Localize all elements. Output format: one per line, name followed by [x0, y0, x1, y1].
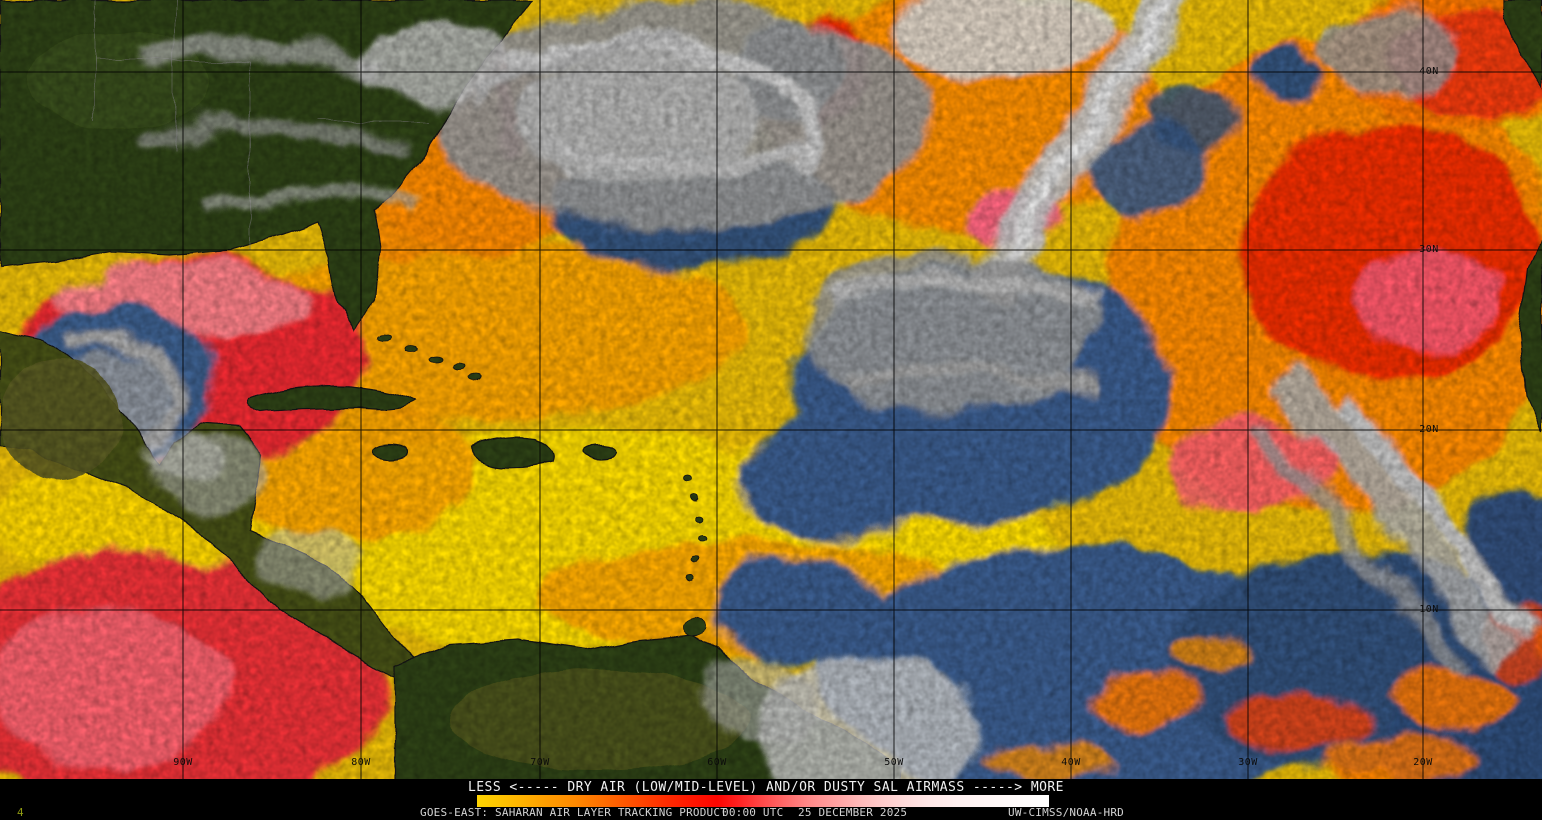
frame-number: 4: [17, 806, 24, 819]
credit-label: UW-CIMSS/NOAA-HRD: [1008, 806, 1124, 819]
lon-label-80w: 80W: [351, 757, 371, 768]
speckle-texture: [0, 0, 1542, 779]
lon-label-40w: 40W: [1061, 757, 1081, 768]
product-title: GOES-EAST: SAHARAN AIR LAYER TRACKING PR…: [420, 806, 728, 819]
timestamp-utc: 00:00 UTC: [722, 806, 784, 819]
legend-band: LESS <----- DRY AIR (LOW/MID-LEVEL) AND/…: [0, 779, 1542, 820]
timestamp-date: 25 DECEMBER 2025: [798, 806, 908, 819]
lon-label-60w: 60W: [707, 757, 727, 768]
sal-colorbar: [477, 795, 1049, 807]
lat-label-10n: 10N: [1419, 604, 1439, 615]
lon-label-70w: 70W: [530, 757, 550, 768]
lon-label-30w: 30W: [1238, 757, 1258, 768]
lat-label-40n: 40N: [1419, 66, 1439, 77]
lon-label-50w: 50W: [884, 757, 904, 768]
colorbar-scale-label: LESS <----- DRY AIR (LOW/MID-LEVEL) AND/…: [468, 780, 1064, 795]
lon-label-20w: 20W: [1413, 757, 1433, 768]
lat-label-30n: 30N: [1419, 244, 1439, 255]
latlon-grid: [0, 0, 1542, 779]
lat-label-20n: 20N: [1419, 424, 1439, 435]
lon-label-90w: 90W: [173, 757, 193, 768]
